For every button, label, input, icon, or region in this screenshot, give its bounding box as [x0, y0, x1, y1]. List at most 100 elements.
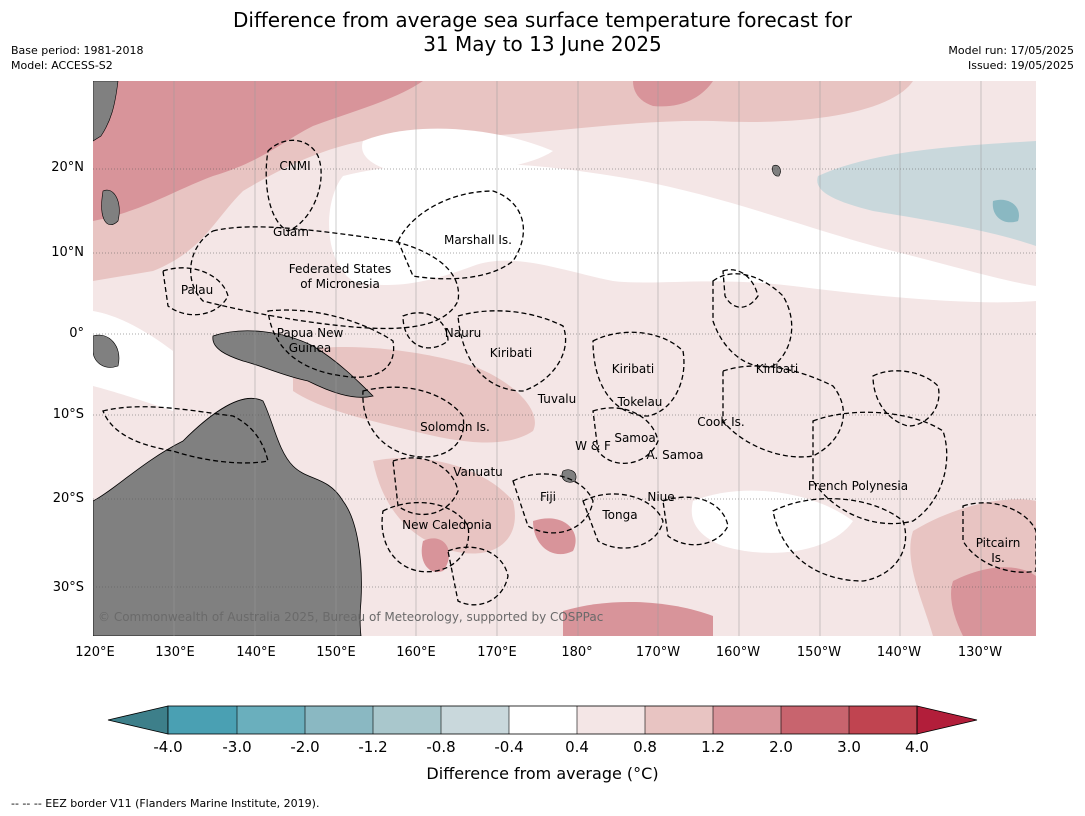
land-indonesia	[93, 334, 120, 368]
label-fiji: Fiji	[539, 490, 557, 504]
model-name: Model: ACCESS-S2	[11, 59, 113, 72]
lat-label-10s: 10°S	[52, 407, 84, 422]
colorbar-label: 1.2	[701, 738, 725, 756]
colorbar-label: 3.0	[837, 738, 861, 756]
copyright-notice: © Commonwealth of Australia 2025, Bureau…	[98, 610, 604, 624]
lat-label-20s: 20°S	[52, 491, 84, 506]
land-mindanao	[101, 189, 120, 226]
colorbar-swatch	[713, 706, 781, 734]
label-fsm-line1: Federated States	[288, 262, 392, 276]
label-marshall-is: Marshall Is.	[444, 233, 512, 247]
base-period: Base period: 1981-2018	[11, 44, 144, 57]
lon-label-120e: 120°E	[75, 645, 115, 660]
label-tokelau: Tokelau	[617, 395, 663, 409]
colorbar-label: 0.8	[633, 738, 657, 756]
warm-spot-north	[633, 81, 713, 107]
label-american-samoa: A. Samoa	[646, 448, 704, 462]
warm-spot-new-caledonia	[421, 538, 450, 572]
colorbar-label: -4.0	[153, 738, 183, 756]
lon-label-150w: 150°W	[796, 645, 842, 660]
colorbar-swatch	[168, 706, 237, 734]
label-niue: Niue	[647, 490, 675, 504]
cool-spot	[992, 199, 1019, 223]
label-pitcairn-line1: Pitcairn	[975, 536, 1021, 550]
colorbar-swatch	[645, 706, 713, 734]
colorbar-swatch	[781, 706, 849, 734]
warm-core-north	[93, 81, 423, 221]
model-run: Model run: 17/05/2025	[948, 44, 1074, 57]
lon-label-140e: 140°E	[236, 645, 276, 660]
warm-spot-fiji	[533, 518, 576, 555]
lon-label-170w: 170°W	[635, 645, 681, 660]
land-australia	[93, 398, 362, 636]
land-fiji	[561, 469, 577, 483]
label-french-polynesia: French Polynesia	[807, 479, 909, 493]
label-tuvalu: Tuvalu	[537, 392, 577, 406]
label-cook-is: Cook Is.	[697, 415, 745, 429]
colorbar-label: -0.8	[426, 738, 456, 756]
colorbar-label: -3.0	[222, 738, 252, 756]
neutral-patch-west	[93, 311, 173, 411]
land-philippines	[93, 81, 119, 142]
label-png-line1: Papua New	[276, 326, 344, 340]
eez-borders	[102, 139, 1036, 606]
map-title-line2: 31 May to 13 June 2025	[423, 32, 662, 56]
meta-left: Base period: 1981-2018 Model: ACCESS-S2	[11, 43, 143, 73]
lon-label-180: 180°	[561, 645, 593, 660]
map-canvas	[93, 81, 1036, 636]
colorbar-label: 4.0	[905, 738, 929, 756]
colorbar-label: 0.4	[565, 738, 589, 756]
label-samoa: Samoa	[614, 431, 656, 445]
eez-legend-footer: -- -- -- EEZ border V11 (Flanders Marine…	[11, 797, 320, 810]
warm-patch-south	[563, 601, 713, 636]
colorbar	[105, 702, 980, 738]
colorbar-swatch	[237, 706, 305, 734]
label-png-line2: Guinea	[288, 341, 332, 355]
colorbar-dividers	[236, 706, 850, 734]
map-title-line1: Difference from average sea surface temp…	[232, 8, 852, 32]
colorbar-label: 2.0	[769, 738, 793, 756]
colorbar-outline	[167, 705, 918, 735]
lon-label-130e: 130°E	[155, 645, 195, 660]
label-pitcairn-line2: Is.	[991, 551, 1005, 565]
label-solomon-is: Solomon Is.	[420, 420, 490, 434]
label-kiribati-west: Kiribati	[489, 346, 533, 360]
lon-label-160w: 160°W	[715, 645, 761, 660]
label-vanuatu: Vanuatu	[453, 465, 503, 479]
cool-patch-northeast	[817, 141, 1036, 246]
label-guam: Guam	[273, 225, 309, 239]
warm-patch-vanuatu	[373, 457, 515, 554]
label-kiribati-east: Kiribati	[755, 362, 799, 376]
land-new-guinea	[212, 330, 374, 398]
meridians	[173, 81, 982, 636]
map-title: Difference from average sea surface temp…	[0, 8, 1085, 56]
colorbar-extend-high	[916, 705, 978, 735]
colorbar-swatch	[441, 706, 509, 734]
label-wallis-futuna: W & F	[575, 439, 611, 453]
neutral-patch-south	[691, 490, 853, 553]
lat-label-10n: 10°N	[51, 245, 84, 260]
label-kiribati-central: Kiribati	[611, 362, 655, 376]
colorbar-label: -2.0	[290, 738, 320, 756]
graticule	[93, 168, 1036, 588]
lon-label-140w: 140°W	[876, 645, 922, 660]
label-cnmi: CNMI	[279, 159, 311, 173]
neutral-patch-north	[362, 128, 553, 173]
colorbar-label: -0.4	[494, 738, 524, 756]
lat-label-20n: 20°N	[51, 160, 84, 175]
meta-right: Model run: 17/05/2025 Issued: 19/05/2025	[948, 43, 1074, 73]
colorbar-swatch	[305, 706, 373, 734]
lon-label-170e: 170°E	[477, 645, 517, 660]
label-fsm-line2: of Micronesia	[300, 277, 380, 291]
label-tonga: Tonga	[602, 508, 638, 522]
warm-patch-central	[293, 346, 535, 443]
lon-label-150e: 150°E	[316, 645, 356, 660]
label-palau: Palau	[180, 283, 214, 297]
colorbar-svg	[107, 705, 978, 735]
lat-label-30s: 30°S	[52, 580, 84, 595]
land-hawaii	[772, 164, 781, 177]
colorbar-extend-low	[107, 705, 169, 735]
lon-label-130w: 130°W	[957, 645, 1003, 660]
sst-map: CNMI Guam Marshall Is. Federated States …	[93, 81, 1036, 636]
neutral-band	[329, 162, 1036, 303]
